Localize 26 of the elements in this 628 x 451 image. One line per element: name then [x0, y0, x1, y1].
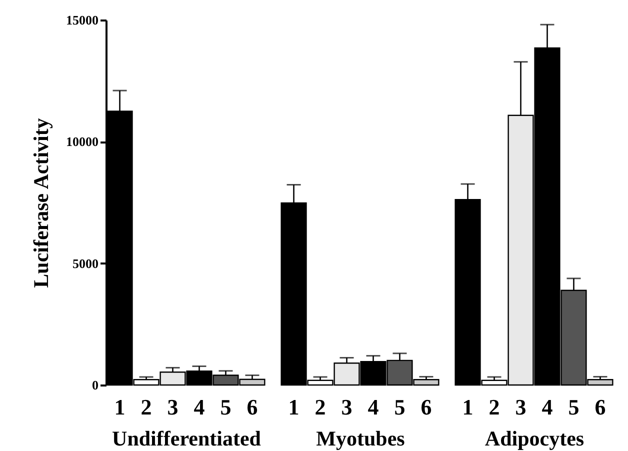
x-tick-label: 5 — [568, 394, 580, 420]
x-tick-label: 4 — [542, 394, 553, 420]
x-tick-label: 6 — [420, 394, 432, 420]
y-tick-label: 5000 — [72, 256, 98, 271]
y-axis-title: Luciferase Activity — [29, 118, 53, 288]
x-tick-label: 1 — [114, 394, 126, 420]
x-tick-label: 5 — [220, 394, 232, 420]
x-tick-label: 6 — [246, 394, 258, 420]
x-tick-label: 4 — [368, 394, 379, 420]
x-tick-label: 4 — [194, 394, 205, 420]
y-tick-label: 0 — [92, 378, 98, 392]
x-tick-label: 1 — [288, 394, 300, 420]
x-tick-label: 2 — [140, 394, 152, 420]
x-tick-label: 6 — [594, 394, 606, 420]
x-tick-label: 3 — [167, 394, 178, 420]
x-tick-label: 3 — [515, 394, 526, 420]
x-tick-label: 2 — [488, 394, 500, 420]
x-axis-title: Myotubes — [316, 426, 405, 450]
x-tick-label: 1 — [462, 394, 474, 420]
x-axis-title: Adipocytes — [484, 426, 584, 450]
x-tick-label: 5 — [394, 394, 406, 420]
y-tick-label: 10000 — [66, 134, 98, 150]
y-tick-label: 15000 — [66, 12, 98, 28]
x-tick-label: 3 — [341, 394, 352, 420]
x-axis-title: Undifferentiated — [112, 426, 262, 450]
x-tick-label: 2 — [314, 394, 326, 420]
